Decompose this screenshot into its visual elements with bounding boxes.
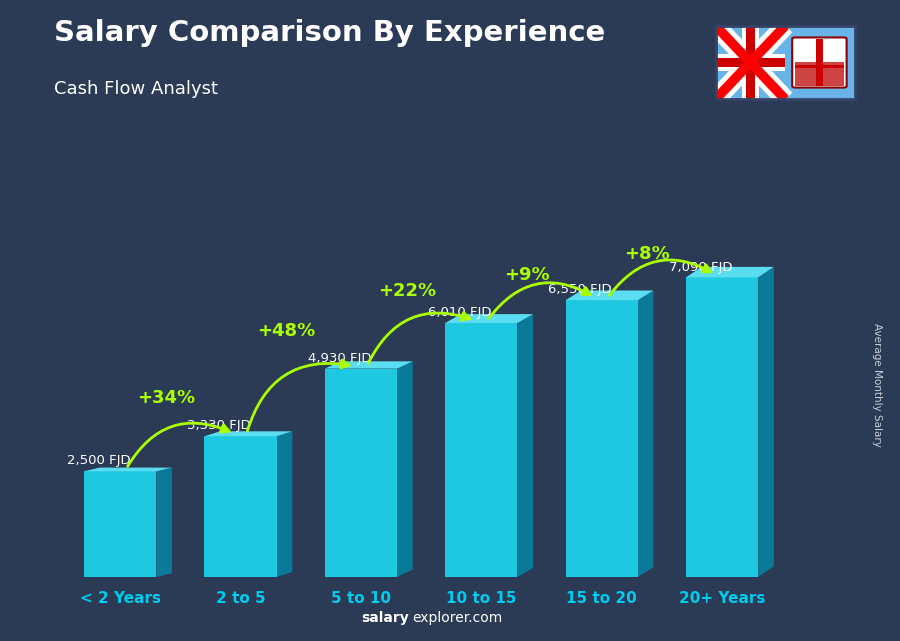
Polygon shape	[397, 362, 413, 577]
FancyBboxPatch shape	[565, 300, 638, 577]
Text: +22%: +22%	[378, 282, 436, 300]
Text: +8%: +8%	[625, 245, 670, 263]
Text: 6,010 FJD: 6,010 FJD	[428, 306, 491, 319]
Bar	[742, 26, 759, 99]
Bar	[746, 26, 754, 99]
Polygon shape	[758, 267, 774, 577]
Text: +34%: +34%	[137, 389, 195, 407]
Polygon shape	[204, 431, 292, 437]
Bar	[716, 54, 785, 71]
Polygon shape	[276, 431, 292, 577]
Text: 7,090 FJD: 7,090 FJD	[669, 260, 733, 274]
Text: +9%: +9%	[504, 266, 550, 284]
Text: salary: salary	[362, 611, 410, 625]
Bar	[716, 58, 785, 67]
Text: Cash Flow Analyst: Cash Flow Analyst	[54, 80, 218, 98]
Polygon shape	[446, 314, 533, 323]
Bar	[816, 39, 823, 86]
Text: 2,500 FJD: 2,500 FJD	[67, 454, 130, 467]
Polygon shape	[84, 467, 172, 471]
Text: Salary Comparison By Experience: Salary Comparison By Experience	[54, 19, 605, 47]
Bar	[795, 65, 844, 69]
Polygon shape	[565, 290, 653, 300]
FancyBboxPatch shape	[686, 278, 758, 577]
FancyBboxPatch shape	[204, 437, 276, 577]
FancyBboxPatch shape	[792, 37, 847, 88]
Polygon shape	[325, 362, 413, 369]
Polygon shape	[638, 290, 653, 577]
Text: +48%: +48%	[257, 322, 315, 340]
Text: 4,930 FJD: 4,930 FJD	[308, 352, 371, 365]
Text: explorer.com: explorer.com	[412, 611, 502, 625]
Polygon shape	[686, 267, 774, 278]
Polygon shape	[518, 314, 533, 577]
FancyBboxPatch shape	[446, 323, 518, 577]
FancyBboxPatch shape	[84, 471, 157, 577]
Text: 6,550 FJD: 6,550 FJD	[548, 283, 612, 296]
Bar	[795, 39, 844, 62]
Bar	[795, 63, 844, 86]
Text: Average Monthly Salary: Average Monthly Salary	[872, 322, 883, 447]
FancyBboxPatch shape	[325, 369, 397, 577]
Text: 3,330 FJD: 3,330 FJD	[187, 419, 251, 433]
Polygon shape	[157, 467, 172, 577]
